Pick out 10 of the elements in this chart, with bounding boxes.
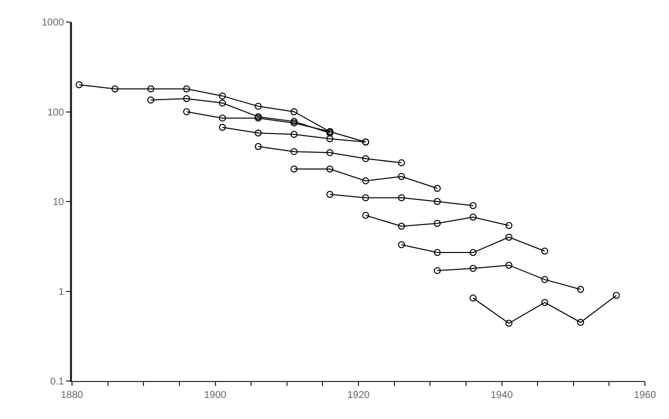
x-tick-label: 1900: [204, 390, 227, 401]
x-tick-label: 1960: [634, 390, 657, 401]
y-tick-label: 100: [47, 107, 64, 118]
x-tick-label: 1880: [60, 390, 84, 401]
y-tick-label: 0.1: [50, 376, 64, 388]
x-tick-label: 1920: [347, 390, 370, 401]
y-tick-label: 1: [58, 286, 64, 298]
y-tick-label: 1000: [42, 18, 64, 28]
y-tick-label: 10: [52, 197, 64, 208]
x-tick-label: 1940: [490, 390, 514, 401]
